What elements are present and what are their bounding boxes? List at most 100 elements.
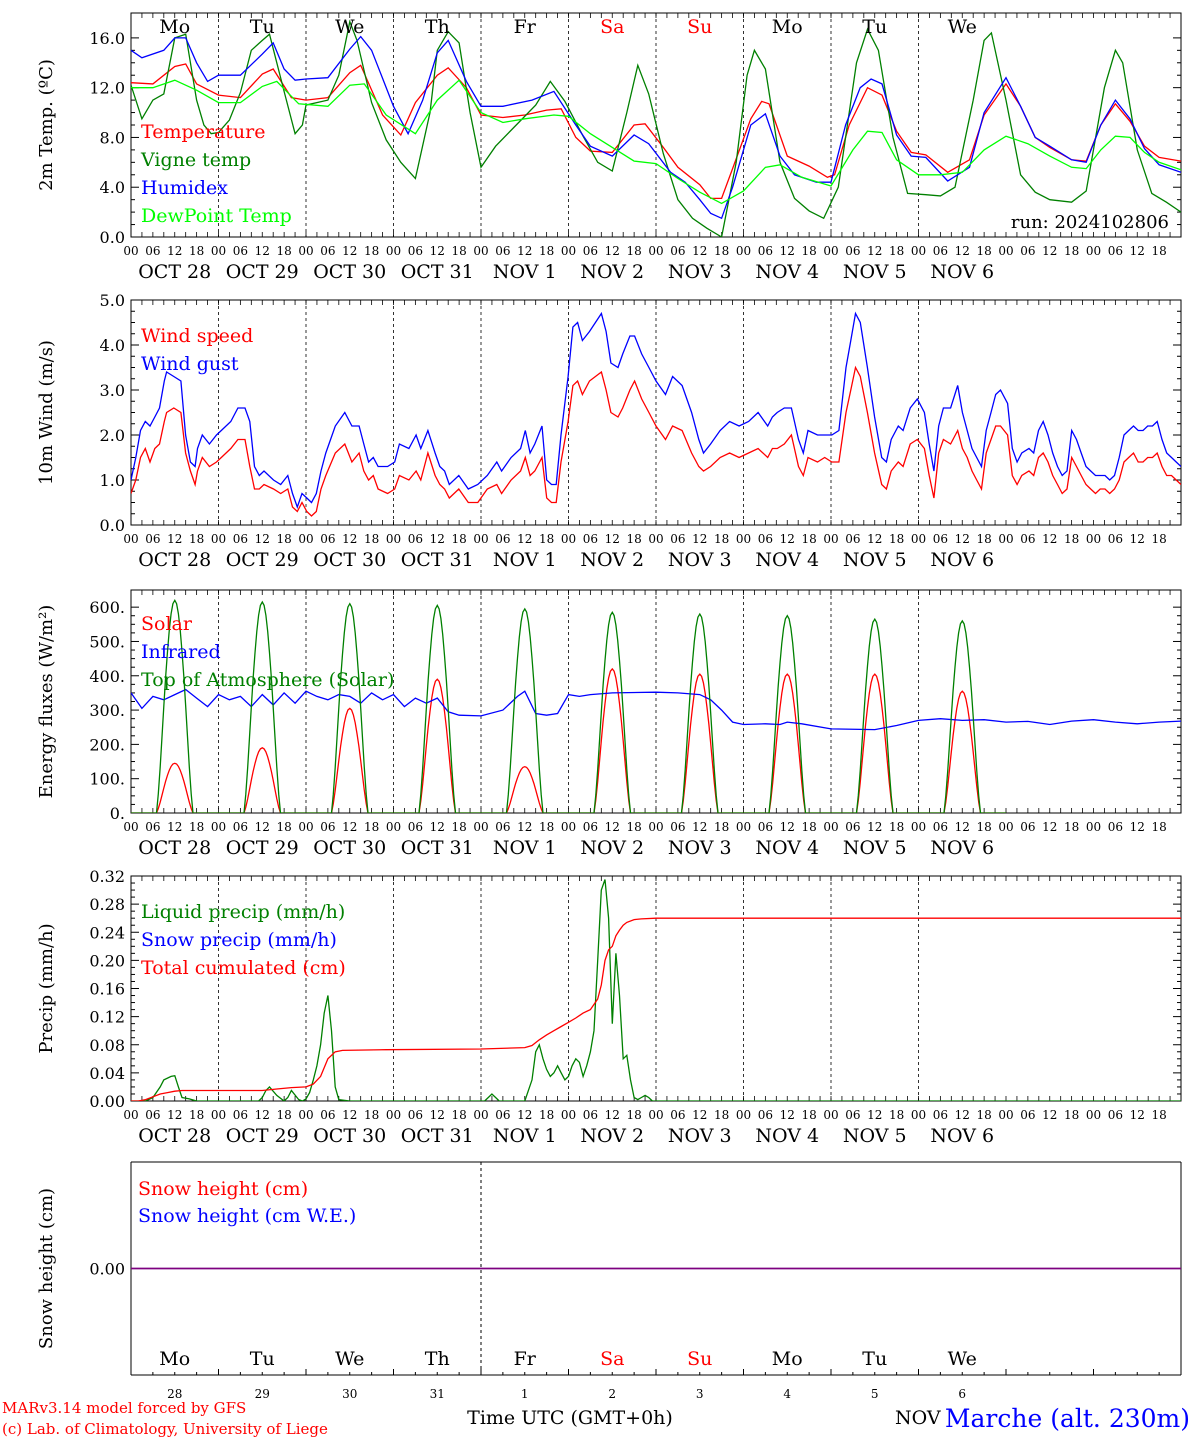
y-axis-title: Energy fluxes (W/m²) [36, 605, 57, 799]
hour-label: 12 [1042, 532, 1057, 546]
y-tick-label: 1.0 [100, 471, 125, 490]
hour-label: 06 [233, 1108, 248, 1122]
lab-credit: (c) Lab. of Climatology, University of L… [2, 1420, 328, 1438]
hour-label: 00 [298, 1108, 313, 1122]
hour-label: 00 [123, 820, 138, 834]
hour-label: 06 [233, 820, 248, 834]
hour-label: 18 [801, 244, 816, 258]
hour-label: 06 [320, 532, 335, 546]
date-label: OCT 30 [313, 837, 386, 859]
hour-label: 06 [583, 532, 598, 546]
legend-entry: Wind speed [141, 325, 253, 347]
weekday-label: Tu [862, 1348, 887, 1370]
hour-label: 12 [780, 1108, 795, 1122]
hour-label: 06 [1108, 532, 1123, 546]
legend-entry: Solar [141, 613, 193, 635]
hour-label: 18 [276, 244, 291, 258]
hour-label: 00 [473, 1108, 488, 1122]
date-label: NOV 5 [843, 261, 907, 283]
hour-label: 18 [539, 532, 554, 546]
legend-entry: Snow height (cm) [138, 1178, 308, 1200]
hour-label: 18 [889, 820, 904, 834]
hour-label: 18 [189, 1108, 204, 1122]
series-line-wind-speed [131, 365, 1181, 517]
date-label: OCT 31 [401, 261, 474, 283]
hour-label: 00 [736, 532, 751, 546]
y-tick-label: 100. [89, 770, 125, 789]
day-number: 6 [958, 1387, 966, 1401]
hour-label: 12 [1042, 1108, 1057, 1122]
series-group [131, 311, 1181, 517]
series-line-total-cumulated-cm- [131, 917, 1181, 1101]
y-axis-title: Snow height (cm) [36, 1188, 57, 1349]
hour-label: 12 [430, 820, 445, 834]
hour-label: 06 [583, 820, 598, 834]
series-line-dewpoint-temp [131, 79, 1181, 205]
hour-label: 06 [408, 532, 423, 546]
hour-label: 18 [714, 1108, 729, 1122]
hour-label: 00 [648, 532, 663, 546]
y-tick-label: 0.32 [89, 867, 125, 886]
hour-label: 00 [736, 1108, 751, 1122]
series-line-wind-gust [131, 311, 1181, 509]
date-label: NOV 3 [668, 261, 732, 283]
hour-label: 12 [780, 532, 795, 546]
date-label: OCT 28 [138, 261, 211, 283]
weekday-label: Su [687, 1348, 712, 1370]
hour-label: 06 [1108, 244, 1123, 258]
weekday-label: Th [425, 16, 450, 38]
series-line-infrared [131, 688, 1181, 731]
hour-label: 18 [364, 1108, 379, 1122]
date-label: OCT 31 [401, 837, 474, 859]
y-tick-label: 0.08 [89, 1036, 125, 1055]
hour-label: 00 [823, 1108, 838, 1122]
model-credit: MARv3.14 model forced by GFS [2, 1399, 246, 1417]
hour-label: 00 [648, 1108, 663, 1122]
series-line-top-of-atmosphere-solar- [131, 598, 1006, 813]
series-line-vigne-temp [131, 19, 1181, 237]
y-tick-label: 0.04 [89, 1064, 125, 1083]
legend-entry: Snow precip (mm/h) [141, 929, 337, 951]
y-tick-label: 500. [89, 632, 125, 651]
location-title: Marche (alt. 230m) [945, 1404, 1190, 1433]
hour-label: 06 [495, 820, 510, 834]
overlap-text: NOV [895, 1407, 941, 1429]
legend-entry: Wind gust [141, 353, 239, 375]
date-label: NOV 4 [755, 1125, 819, 1147]
hour-label: 12 [430, 244, 445, 258]
y-axis-title: 10m Wind (m/s) [36, 340, 57, 485]
panel-5: 0.00 Mo 28 Tu 29 We 30 Th 31 Fr 1 Sa 2 Su 3 Mo 4 Tu 5 We 6 Sn… [36, 1161, 1182, 1401]
day-number: 28 [167, 1387, 182, 1401]
hour-label: 12 [955, 532, 970, 546]
hour-label: 12 [780, 244, 795, 258]
hour-label: 18 [451, 1108, 466, 1122]
hour-label: 06 [758, 1108, 773, 1122]
hour-label: 00 [1086, 244, 1101, 258]
weekday-label: Mo [159, 16, 190, 38]
hour-label: 00 [736, 244, 751, 258]
legend-entry: Humidex [141, 177, 228, 199]
hour-label: 00 [561, 820, 576, 834]
hour-label: 00 [648, 820, 663, 834]
weekday-label: Fr [514, 16, 537, 38]
hour-label: 00 [123, 1108, 138, 1122]
hour-label: 18 [976, 532, 991, 546]
hour-label: 06 [758, 244, 773, 258]
weekday-label: Tu [250, 1348, 275, 1370]
day-number: 2 [608, 1387, 616, 1401]
hour-label: 12 [1130, 244, 1145, 258]
date-label: NOV 5 [843, 837, 907, 859]
hour-label: 00 [386, 820, 401, 834]
hour-label: 06 [320, 1108, 335, 1122]
hour-label: 00 [998, 244, 1013, 258]
panel-4: 0.00 0.04 0.08 0.12 0.16 0.20 0.24 0.28 0.32 00 06… [36, 867, 1182, 1147]
date-label: OCT 30 [313, 1125, 386, 1147]
hour-label: 00 [211, 244, 226, 258]
date-label: NOV 5 [843, 549, 907, 571]
hour-label: 18 [1151, 820, 1166, 834]
hour-label: 00 [386, 532, 401, 546]
series-group [131, 598, 1181, 813]
date-label: NOV 1 [493, 261, 557, 283]
hour-label: 06 [758, 820, 773, 834]
legend-entry: Snow height (cm W.E.) [138, 1205, 356, 1227]
